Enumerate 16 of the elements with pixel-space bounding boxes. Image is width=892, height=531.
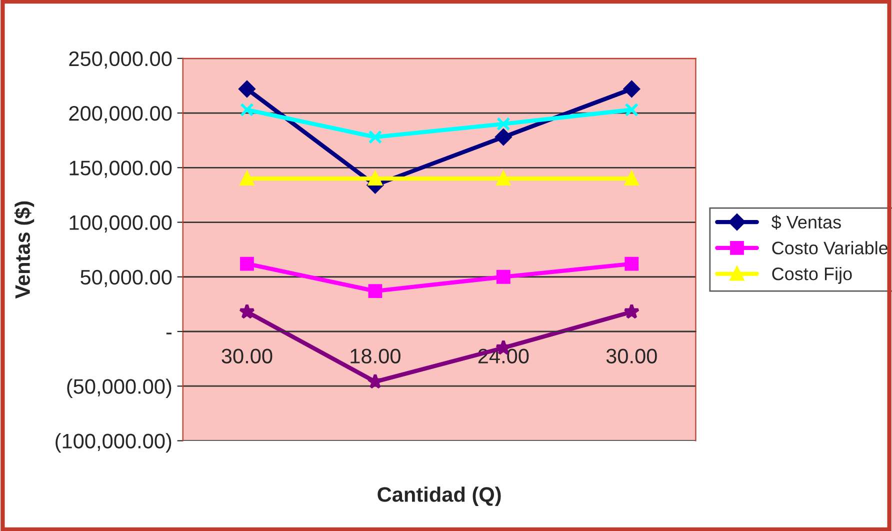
y-tick-label: 250,000.00: [69, 51, 172, 69]
y-tick-label: 100,000.00: [70, 215, 172, 232]
legend-label: Costo Variable: [772, 241, 888, 254]
y-tick-label: -: [166, 332, 172, 334]
y-tick-label: 50,000.00: [80, 270, 172, 288]
legend-label: $ Ventas: [772, 215, 841, 230]
y-axis-title: Ventas ($): [14, 201, 34, 299]
x-tick-label: 18.00: [350, 348, 400, 364]
legend-label: Costo Fijo: [772, 267, 852, 284]
x-tick-label: 30.00: [222, 348, 272, 364]
y-tick-label: (50,000.00): [67, 378, 172, 398]
y-tick-label: 200,000.00: [69, 106, 172, 124]
y-tick-label: 150,000.00: [70, 160, 172, 178]
x-tick-label: 30.00: [606, 348, 657, 364]
x-axis-title: Cantidad (Q): [378, 486, 501, 506]
y-tick-label: (100,000.00): [56, 433, 172, 453]
